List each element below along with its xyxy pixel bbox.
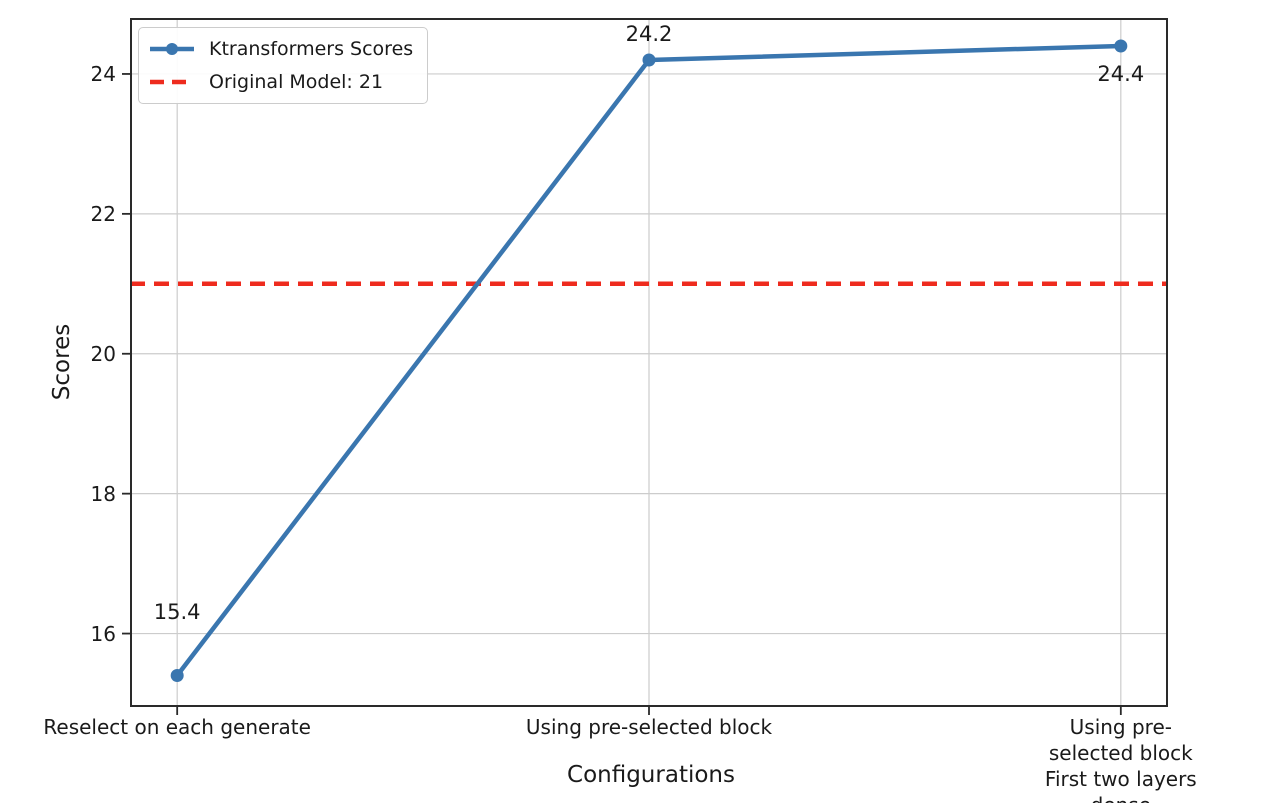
y-tick-label: 24 <box>90 61 116 86</box>
legend-dashed-line-icon <box>150 79 194 85</box>
x-tick-label: Using pre-selected block First two layer… <box>1044 715 1197 803</box>
chart-legend: Ktransformers Scores Original Model: 21 <box>138 27 429 104</box>
y-tick-label: 18 <box>90 481 116 506</box>
y-tick-label: 20 <box>90 341 116 366</box>
y-tick-label: 16 <box>90 621 116 646</box>
y-tick-label: 22 <box>90 201 116 226</box>
legend-entry-reference: Original Model: 21 <box>149 69 413 95</box>
x-axis-title: Configurations <box>567 762 735 788</box>
legend-label-reference: Original Model: 21 <box>209 71 384 93</box>
legend-label-series: Ktransformers Scores <box>209 38 414 60</box>
x-tick-label: Reselect on each generate <box>43 715 311 739</box>
x-tick-label: Using pre-selected block <box>525 715 773 739</box>
legend-entry-series: Ktransformers Scores <box>149 36 413 62</box>
data-point-marker <box>642 53 656 67</box>
data-point-marker <box>1114 39 1128 53</box>
plot-area <box>122 18 1168 715</box>
data-point-label: 24.4 <box>1097 61 1145 86</box>
data-point-marker <box>170 669 184 683</box>
plot-frame <box>130 18 1168 707</box>
data-point-label: 15.4 <box>153 599 201 624</box>
data-point-label: 24.2 <box>625 21 673 46</box>
legend-line-marker-icon <box>150 43 194 55</box>
chart-canvas <box>122 18 1168 715</box>
